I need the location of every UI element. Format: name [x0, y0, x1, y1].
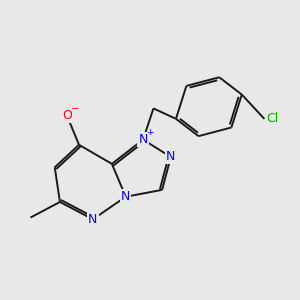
- Text: N: N: [121, 190, 130, 203]
- Text: N: N: [88, 213, 98, 226]
- Text: Cl: Cl: [266, 112, 278, 125]
- Text: N: N: [166, 150, 176, 164]
- Text: O: O: [62, 109, 72, 122]
- Text: +: +: [146, 128, 154, 137]
- Text: −: −: [71, 104, 80, 114]
- Text: N: N: [138, 133, 148, 146]
